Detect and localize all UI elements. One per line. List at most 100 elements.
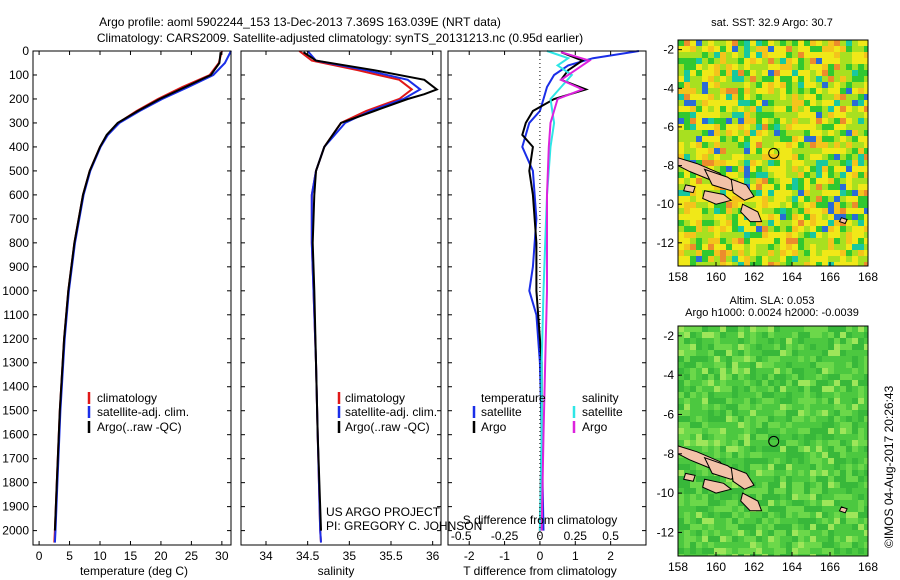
map-cell bbox=[780, 76, 786, 82]
map-cell bbox=[792, 58, 798, 64]
map-cell bbox=[768, 548, 774, 554]
map-cell bbox=[828, 374, 834, 380]
map-cell bbox=[792, 506, 798, 512]
x-tick-label: 0 bbox=[537, 549, 544, 563]
map-cell bbox=[816, 256, 822, 262]
y-tick-label: 1800 bbox=[2, 476, 29, 490]
map-cell bbox=[708, 40, 714, 46]
map-cell bbox=[786, 548, 792, 554]
map-cell bbox=[768, 446, 774, 452]
map-cell bbox=[762, 548, 768, 554]
map-cell bbox=[852, 464, 858, 470]
map-cell bbox=[792, 494, 798, 500]
map-cell bbox=[720, 452, 726, 458]
map-cell bbox=[822, 464, 828, 470]
map-cell bbox=[768, 326, 774, 332]
map-cell bbox=[762, 178, 768, 184]
map-cell bbox=[810, 58, 816, 64]
map-cell bbox=[840, 202, 846, 208]
map-cell bbox=[834, 452, 840, 458]
map-cell bbox=[714, 356, 720, 362]
map-cell bbox=[804, 256, 810, 262]
map-cell bbox=[696, 46, 702, 52]
map-cell bbox=[678, 64, 684, 70]
map-cell bbox=[852, 172, 858, 178]
map-cell bbox=[828, 482, 834, 488]
map-cell bbox=[750, 124, 756, 130]
x2-tick-label: -0.5 bbox=[451, 529, 472, 543]
map-cell bbox=[774, 100, 780, 106]
map-cell bbox=[858, 238, 864, 244]
map-cell bbox=[762, 482, 768, 488]
map-cell bbox=[816, 202, 822, 208]
map-cell bbox=[678, 232, 684, 238]
map-cell bbox=[702, 94, 708, 100]
map-cell bbox=[732, 154, 738, 160]
map-cell bbox=[840, 392, 846, 398]
plot-frame bbox=[240, 50, 442, 546]
map-cell bbox=[822, 94, 828, 100]
map-cell bbox=[726, 440, 732, 446]
map-cell bbox=[690, 88, 696, 94]
map-cell bbox=[822, 554, 828, 556]
map-cell bbox=[798, 220, 804, 226]
x-tick-label: 30 bbox=[215, 549, 229, 563]
map-cell bbox=[726, 506, 732, 512]
map-cell bbox=[822, 536, 828, 542]
map-cell bbox=[798, 350, 804, 356]
map-cell bbox=[792, 392, 798, 398]
map-cell bbox=[720, 124, 726, 130]
map-cell bbox=[714, 226, 720, 232]
map-cell bbox=[864, 488, 868, 494]
map-cell bbox=[732, 124, 738, 130]
map-cell bbox=[684, 64, 690, 70]
map-cell bbox=[720, 350, 726, 356]
map-cell bbox=[822, 344, 828, 350]
map-cell bbox=[678, 208, 684, 214]
map-cell bbox=[852, 512, 858, 518]
map-cell bbox=[792, 368, 798, 374]
map-cell bbox=[726, 494, 732, 500]
map-cell bbox=[732, 118, 738, 124]
map-cell bbox=[684, 404, 690, 410]
map-cell bbox=[762, 226, 768, 232]
map-cell bbox=[792, 178, 798, 184]
map-cell bbox=[720, 52, 726, 58]
map-cell bbox=[786, 368, 792, 374]
map-cell bbox=[834, 148, 840, 154]
map-cell bbox=[834, 214, 840, 220]
map-cell bbox=[714, 506, 720, 512]
map-cell bbox=[852, 440, 858, 446]
sla-map-title: Altim. SLA: 0.053 bbox=[730, 295, 815, 307]
map-cell bbox=[738, 386, 744, 392]
map-cell bbox=[816, 524, 822, 530]
map-cell bbox=[864, 208, 868, 214]
map-cell bbox=[696, 386, 702, 392]
map-cell bbox=[852, 488, 858, 494]
map-cell bbox=[864, 470, 868, 476]
map-cell bbox=[750, 494, 756, 500]
map-cell bbox=[756, 52, 762, 58]
map-cell bbox=[738, 494, 744, 500]
map-cell bbox=[678, 410, 684, 416]
map-cell bbox=[846, 238, 852, 244]
map-cell bbox=[840, 554, 846, 556]
map-cell bbox=[732, 238, 738, 244]
map-cell bbox=[690, 446, 696, 452]
map-cell bbox=[786, 458, 792, 464]
map-cell bbox=[756, 422, 762, 428]
series-line-1 bbox=[521, 51, 589, 531]
map-cell bbox=[732, 374, 738, 380]
map-cell bbox=[834, 202, 840, 208]
map-cell bbox=[810, 530, 816, 536]
map-cell bbox=[762, 392, 768, 398]
map-cell bbox=[738, 434, 744, 440]
map-cell bbox=[858, 196, 864, 202]
map-cell bbox=[834, 398, 840, 404]
map-cell bbox=[816, 172, 822, 178]
map-cell bbox=[846, 244, 852, 250]
map-cell bbox=[714, 88, 720, 94]
map-cell bbox=[780, 154, 786, 160]
map-cell bbox=[828, 368, 834, 374]
map-cell bbox=[750, 398, 756, 404]
